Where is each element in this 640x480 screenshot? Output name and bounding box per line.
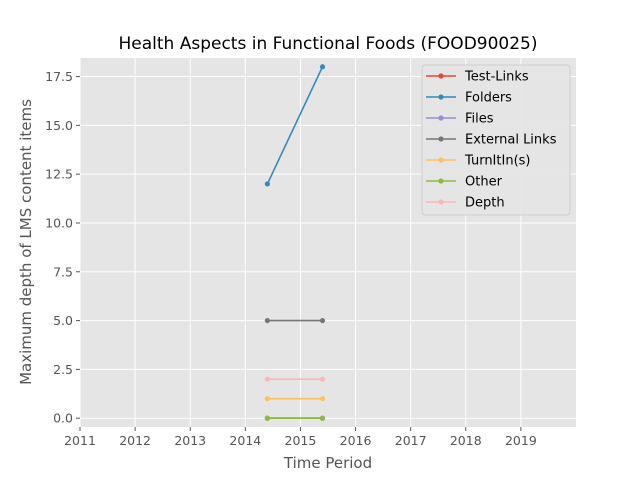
legend-item: TurnItIn(s)	[426, 154, 530, 169]
series-6	[264, 376, 326, 382]
legend-label: TurnItIn(s)	[464, 154, 530, 169]
legend-item: Depth	[426, 196, 505, 211]
series-4	[264, 396, 326, 402]
series-line	[266, 66, 324, 185]
legend-item: Test-Links	[426, 70, 529, 85]
x-tick-label: 2014	[229, 433, 261, 448]
legend-item: Files	[426, 112, 494, 127]
x-tick-label: 2013	[174, 433, 206, 448]
x-tick-label: 2011	[64, 433, 96, 448]
legend-frame	[421, 64, 571, 216]
legend-marker	[438, 199, 444, 205]
legend-item: External Links	[426, 133, 557, 148]
x-tick-label: 2019	[505, 433, 537, 448]
y-tick-label: 10.0	[45, 215, 73, 230]
x-axis: 2011 2012 2013 2014 2015 2016 2017 2018 2019	[64, 427, 537, 448]
y-tick-label: 7.5	[53, 264, 73, 279]
y-tick-label: 2.5	[53, 362, 73, 377]
legend-marker	[438, 157, 444, 163]
legend-label: Other	[465, 175, 503, 190]
legend-marker	[438, 136, 444, 142]
legend-label: Folders	[465, 91, 512, 106]
chart-title: Health Aspects in Functional Foods (FOOD…	[119, 34, 538, 54]
data-point	[264, 376, 270, 382]
data-point	[319, 415, 326, 421]
legend-item: Other	[426, 175, 503, 190]
data-point	[319, 396, 326, 402]
legend-label: Depth	[465, 196, 505, 211]
legend-label: Test-Links	[464, 70, 529, 85]
data-point	[264, 317, 270, 324]
x-tick-label: 2016	[340, 433, 372, 448]
y-tick-label: 12.5	[45, 167, 73, 182]
y-tick-label: 5.0	[53, 313, 73, 328]
data-point	[264, 181, 270, 187]
legend-marker	[438, 94, 444, 100]
y-axis-label: Maximum depth of LMS content items	[17, 99, 35, 385]
data-point	[319, 317, 326, 324]
legend-marker	[438, 178, 444, 184]
series-1	[264, 64, 326, 187]
y-tick-label: 17.5	[45, 69, 73, 84]
y-axis: 0.0 2.5 5.0 7.5 10.0 12.5 15.0 17.5	[45, 69, 80, 426]
x-axis-label: Time Period	[283, 454, 372, 472]
x-tick-label: 2012	[119, 433, 151, 448]
legend-item: Folders	[426, 91, 512, 106]
series-5	[264, 415, 326, 421]
legend-marker	[438, 73, 444, 79]
x-tick-label: 2018	[450, 433, 482, 448]
data-point	[319, 376, 326, 382]
legend-label: Files	[465, 112, 494, 127]
legend: Test-Links Folders Files External Links Turn…	[421, 64, 571, 216]
x-tick-label: 2017	[395, 433, 427, 448]
y-tick-label: 15.0	[45, 118, 73, 133]
series-3	[264, 317, 326, 324]
data-point	[264, 415, 270, 421]
data-point	[319, 64, 326, 70]
series-layer	[264, 64, 326, 421]
x-tick-label: 2015	[285, 433, 317, 448]
y-tick-label: 0.0	[53, 411, 73, 426]
data-point	[264, 396, 270, 402]
legend-label: External Links	[465, 133, 557, 148]
legend-marker	[438, 115, 444, 121]
